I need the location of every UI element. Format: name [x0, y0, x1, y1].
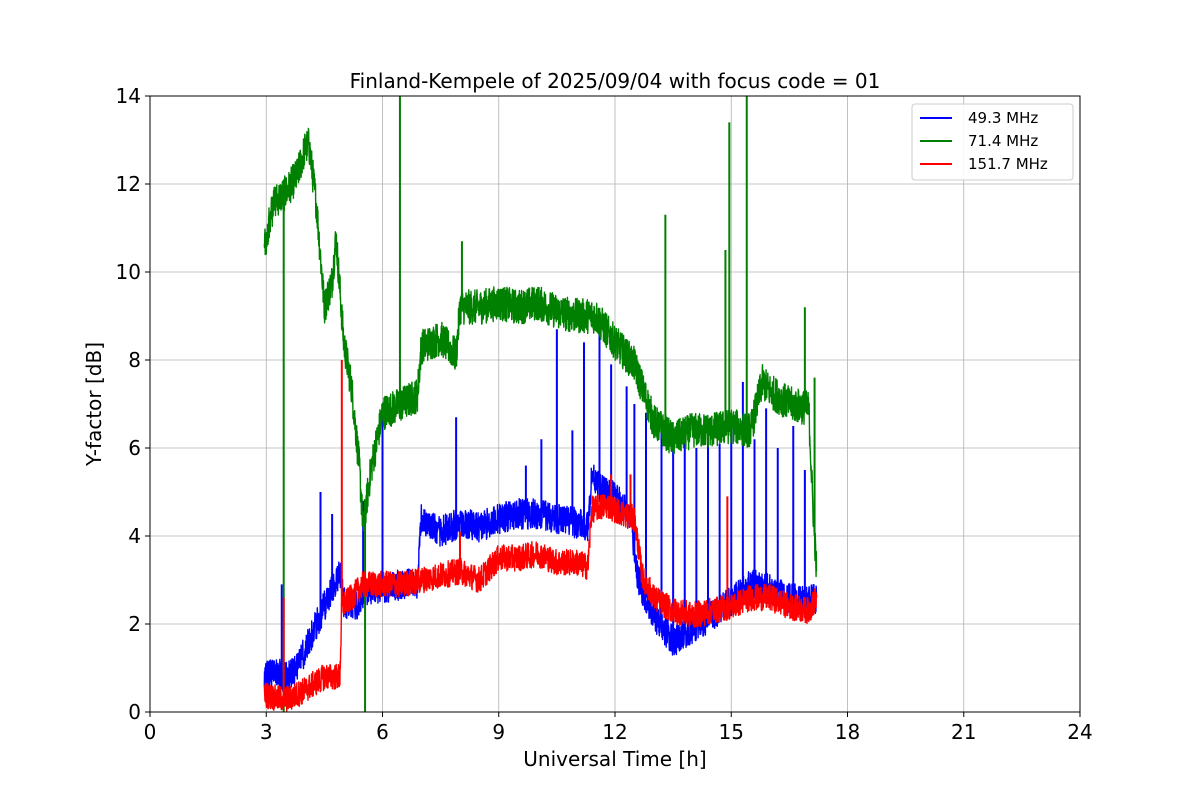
x-axis-label: Universal Time [h] — [523, 747, 706, 771]
series-line-2 — [263, 494, 818, 712]
series-0 — [263, 324, 818, 693]
x-tick-label: 18 — [835, 720, 860, 744]
y-tick-label: 14 — [116, 84, 141, 108]
x-tick-label: 6 — [376, 720, 389, 744]
legend-entry-label: 49.3 MHz — [968, 109, 1038, 127]
series-2 — [263, 360, 818, 712]
plot-area — [263, 96, 818, 712]
y-tick-label: 4 — [128, 524, 141, 548]
x-tick-label: 3 — [260, 720, 273, 744]
x-tick-label: 24 — [1067, 720, 1092, 744]
y-tick-label: 8 — [128, 348, 141, 372]
y-tick-label: 12 — [116, 172, 141, 196]
y-tick-label: 2 — [128, 612, 141, 636]
y-tick-label: 0 — [128, 700, 141, 724]
x-tick-label: 21 — [951, 720, 976, 744]
y-axis-label: Y-factor [dB] — [82, 342, 106, 467]
series-line-1 — [263, 127, 818, 578]
legend: 49.3 MHz 71.4 MHz 151.7 MHz — [911, 103, 1074, 181]
legend-entry-label: 151.7 MHz — [968, 155, 1048, 173]
chart-title: Finland-Kempele of 2025/09/04 with focus… — [350, 69, 881, 93]
legend-entry-label: 71.4 MHz — [968, 132, 1038, 150]
x-tick-label: 0 — [144, 720, 157, 744]
y-tick-label: 6 — [128, 436, 141, 460]
y-tick-label: 10 — [116, 260, 141, 284]
legend-box — [911, 103, 1074, 181]
x-tick-label: 15 — [719, 720, 744, 744]
x-tick-label: 12 — [602, 720, 627, 744]
series-1 — [263, 96, 818, 712]
x-tick-label: 9 — [492, 720, 505, 744]
